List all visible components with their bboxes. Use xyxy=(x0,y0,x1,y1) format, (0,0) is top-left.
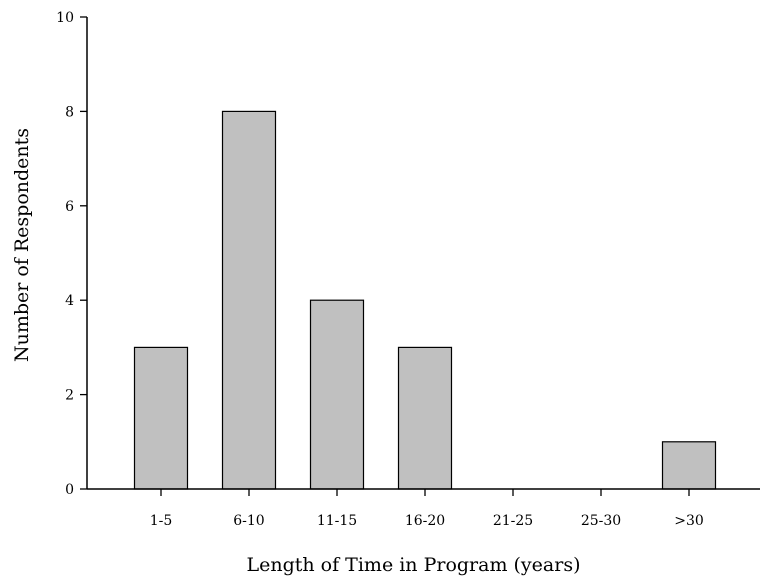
bar-0 xyxy=(133,346,189,490)
x-tick-label: 16-20 xyxy=(405,513,445,529)
y-tick-label: 2 xyxy=(65,388,74,404)
y-tick-label: 0 xyxy=(65,482,74,498)
y-tick-label: 8 xyxy=(65,104,74,120)
bar-6 xyxy=(661,441,717,490)
y-tick-label: 10 xyxy=(56,10,74,26)
x-tick-label: 25-30 xyxy=(581,513,621,529)
bars-group xyxy=(133,110,717,490)
bar-2 xyxy=(309,299,365,490)
x-tick-label: 21-25 xyxy=(493,513,533,529)
y-axis-ticks: 0 2 4 6 8 10 xyxy=(56,10,87,498)
y-tick-label: 4 xyxy=(65,293,74,309)
x-tick-label: >30 xyxy=(674,513,704,529)
y-axis-label: Number of Respondents xyxy=(11,128,33,362)
x-tick-label: 1-5 xyxy=(150,513,173,529)
bar-3 xyxy=(397,346,453,490)
y-tick-label: 6 xyxy=(65,199,74,215)
x-axis-label: Length of Time in Program (years) xyxy=(247,554,581,576)
bar-1 xyxy=(221,110,277,490)
x-axis-ticks: 1-5 6-10 11-15 16-20 21-25 25-30 >30 xyxy=(150,489,704,529)
x-tick-label: 6-10 xyxy=(233,513,264,529)
x-tick-label: 11-15 xyxy=(317,513,357,529)
